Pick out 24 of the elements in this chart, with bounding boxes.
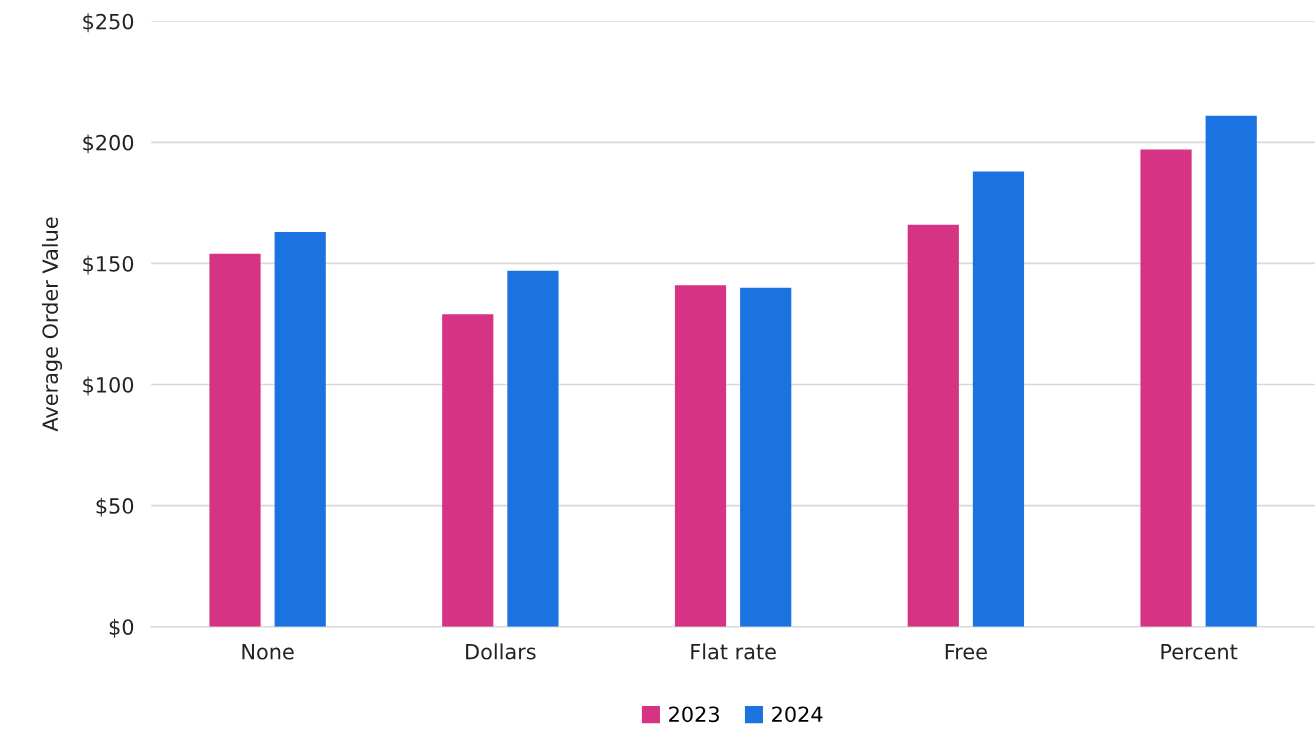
legend-label: 2023 [669, 706, 719, 723]
bar [1140, 149, 1192, 627]
bar [972, 171, 1025, 627]
legend-label: 2024 [772, 706, 823, 723]
bar [507, 270, 559, 627]
x-tick-label: Percent [1161, 644, 1238, 660]
bar [1205, 115, 1257, 627]
y-tick-label: $100 [83, 376, 134, 396]
bar [907, 224, 959, 627]
x-tick-label: Flat rate [691, 643, 776, 660]
bar [442, 314, 494, 627]
y-tick-label: $150 [83, 255, 134, 275]
y-tick-label: $200 [83, 134, 134, 154]
y-tick-label: $50 [96, 497, 134, 517]
bar [674, 285, 727, 627]
x-tick-label: None [242, 644, 294, 660]
bar [740, 287, 792, 627]
bar [209, 253, 261, 627]
y-axis-title: Average Order Value [41, 217, 63, 432]
x-tick-label: Dollars [466, 643, 536, 660]
x-tick-label: Free [945, 644, 987, 660]
y-tick-label: $0 [109, 618, 134, 638]
y-tick-label: $250 [83, 13, 134, 33]
bar [274, 231, 326, 627]
